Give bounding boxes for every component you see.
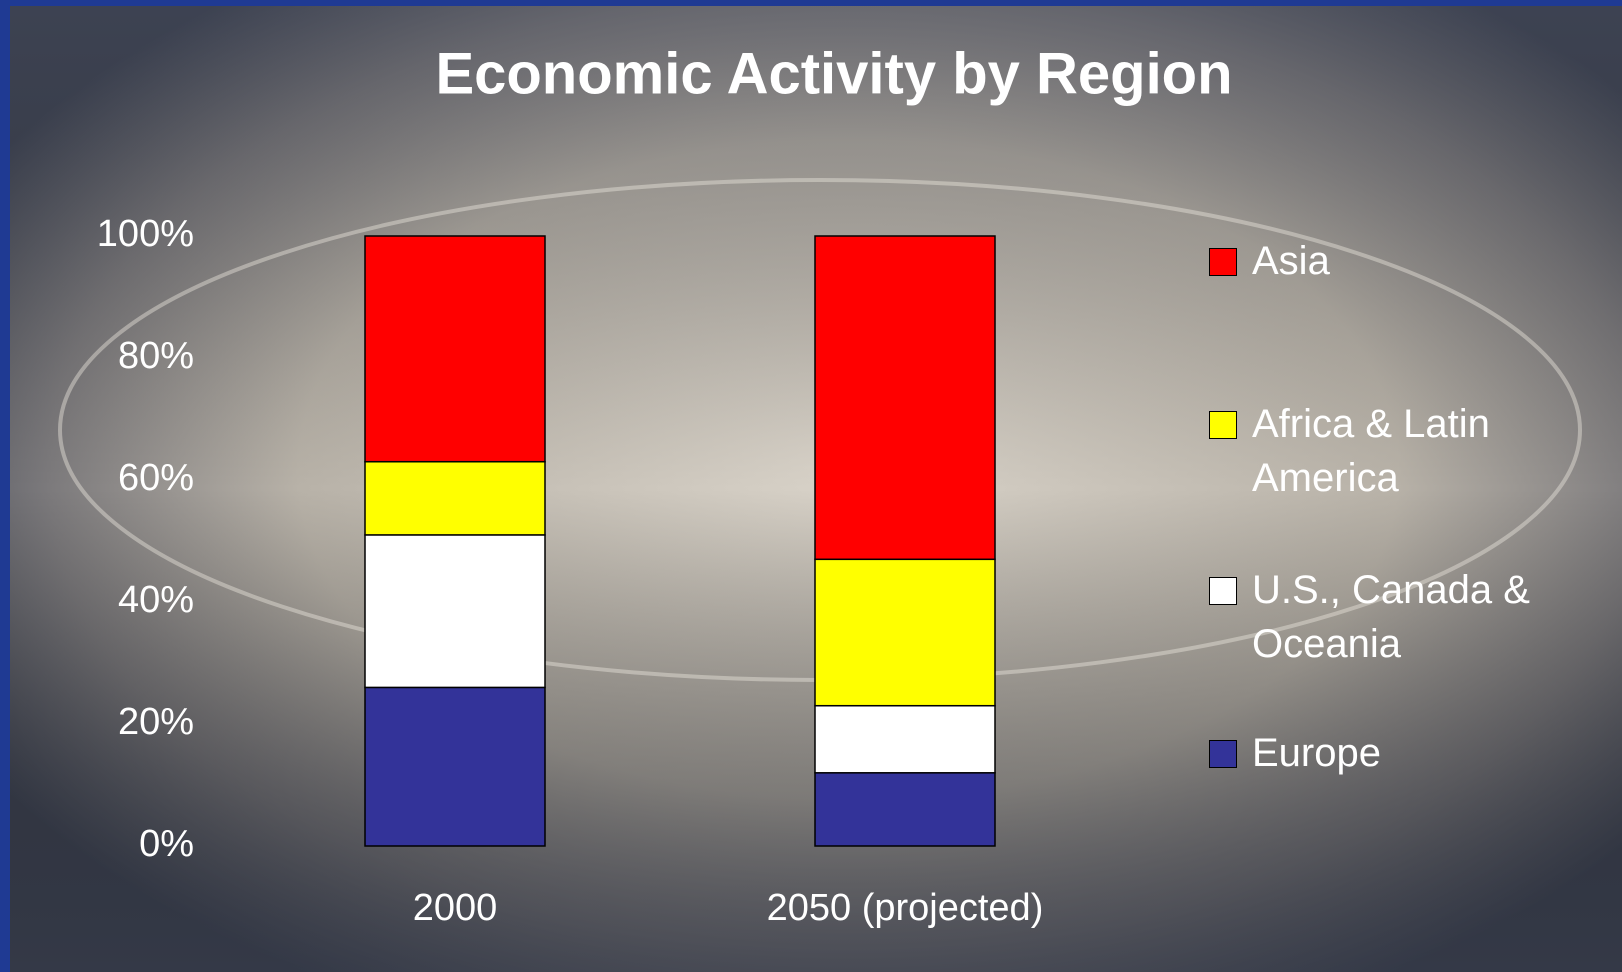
y-tick-label: 60% <box>118 457 194 499</box>
bar-segment <box>364 534 546 689</box>
legend-item: Asia <box>1209 234 1609 288</box>
legend-swatch <box>1209 248 1237 276</box>
bar-segment <box>364 460 546 536</box>
bar-segment <box>364 686 546 847</box>
bar-segment <box>814 235 996 561</box>
x-tick-label: 2050 (projected) <box>767 887 1044 929</box>
bar-segment <box>814 772 996 847</box>
y-tick-label: 80% <box>118 335 194 377</box>
legend-swatch <box>1209 411 1237 439</box>
y-tick-label: 40% <box>118 579 194 621</box>
y-tick-label: 20% <box>118 701 194 743</box>
bar-segment <box>364 235 546 463</box>
legend-item: U.S., Canada & Oceania <box>1209 563 1609 671</box>
legend-label: Europe <box>1252 731 1381 775</box>
y-tick-label: 0% <box>139 823 194 865</box>
chart-title: Economic Activity by Region <box>435 41 1232 106</box>
legend-label: Africa & Latin America <box>1252 402 1490 500</box>
legend-swatch <box>1209 740 1237 768</box>
legend-item: Europe <box>1209 726 1609 780</box>
bar-segment <box>814 558 996 707</box>
legend-label: U.S., Canada & Oceania <box>1252 568 1530 666</box>
legend-swatch <box>1209 577 1237 605</box>
legend-label: Asia <box>1252 239 1330 283</box>
bar-segment <box>814 704 996 774</box>
x-tick-label: 2000 <box>413 887 498 929</box>
legend-item: Africa & Latin America <box>1209 397 1609 505</box>
y-tick-label: 100% <box>97 213 194 255</box>
